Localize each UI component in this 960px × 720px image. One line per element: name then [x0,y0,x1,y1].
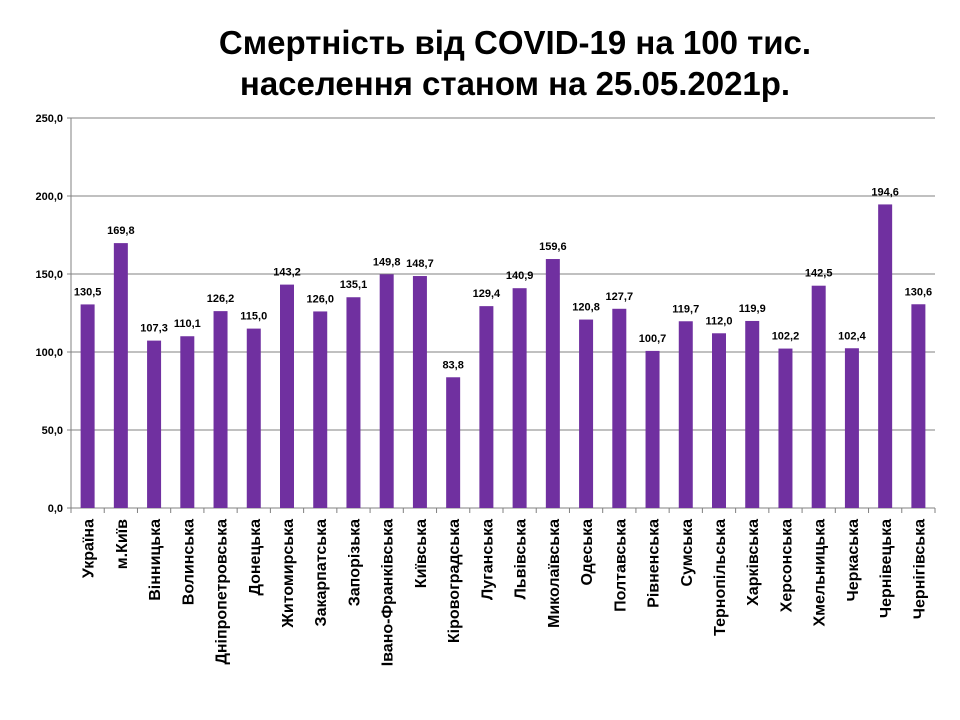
data-label: 119,7 [672,303,699,315]
bar-layer [80,204,926,508]
y-tick-label: 200,0 [35,191,63,203]
y-tick-label: 0,0 [48,503,63,515]
bar [712,333,726,508]
category-label: Кіровоградська [446,519,463,643]
category-label: Тернопільська [712,519,729,636]
y-tick-label: 50,0 [42,425,63,437]
bar [612,308,627,508]
category-label: Івано-Франківська [380,519,397,666]
bar [579,319,594,508]
chart-title: Смертність від COVID-19 на 100 тис. насе… [0,22,960,104]
category-label: Херсонська [778,519,795,612]
bar [113,243,128,508]
data-label: 120,8 [572,302,600,314]
category-label: Донецька [247,519,264,596]
data-label: 115,0 [240,311,267,323]
data-label: 119,9 [739,303,766,315]
data-label: 127,7 [606,291,634,303]
category-label: Миколаївська [546,519,563,628]
bar [147,340,162,508]
category-label: Волинська [180,519,197,605]
data-label: 102,4 [838,330,866,342]
data-label: 126,2 [207,293,235,305]
category-label: Чернівецька [878,519,895,618]
bar [80,304,95,508]
data-label: 169,8 [107,225,135,237]
category-label: Черкаська [845,519,862,602]
category-label: Луганська [479,519,496,600]
bar [246,328,261,508]
y-tick-label: 100,0 [35,347,63,359]
category-label: Львівська [513,519,530,600]
data-label: 100,7 [639,333,667,345]
data-label: 142,5 [805,268,833,280]
category-label: Київська [413,519,430,588]
category-label: Запорізька [346,519,363,606]
data-label: 83,8 [442,359,463,371]
data-label: 148,7 [406,258,434,270]
bar [412,276,427,508]
data-label: 149,8 [373,256,401,268]
data-label: 135,1 [340,279,368,291]
label-layer: 130,5 Україна 169,8 м.Київ 107,3 Вінницька 110… [74,186,932,666]
category-label: Одеська [579,519,596,586]
category-label: Чернігівська [911,519,928,619]
data-label: 159,6 [539,241,567,253]
bar [678,321,693,508]
bar [778,348,793,508]
data-label: 107,3 [140,323,168,335]
bar [545,259,560,508]
bar [844,348,859,508]
bar [446,377,461,508]
bar [379,274,394,508]
y-tick-label: 150,0 [35,269,63,281]
data-label: 194,6 [871,186,899,198]
category-label: Рівненська [646,519,663,608]
bar [911,304,926,508]
bar [811,285,826,508]
bar [512,288,527,508]
data-label: 130,6 [905,286,933,298]
category-label: Житомирська [280,519,297,629]
category-label: Харківська [745,519,762,606]
chart-title-line-2: населення станом на 25.05.2021р. [239,65,791,102]
category-label: Дніпропетровська [214,519,231,665]
data-label: 130,5 [74,286,102,298]
bar [213,311,228,508]
bar [280,284,294,508]
category-label: Вінницька [147,519,164,601]
bar [745,320,760,508]
bar [878,204,893,508]
data-label: 143,2 [273,267,301,279]
chart-title-line-1: Смертність від COVID-19 на 100 тис. [218,24,812,61]
category-label: Полтавська [612,519,629,612]
bar [346,297,361,508]
data-label: 140,9 [506,270,534,282]
category-label: Сумська [679,519,696,587]
y-tick-label: 250,0 [35,113,63,125]
bar [479,306,494,508]
bar [180,336,195,508]
data-label: 126,0 [306,293,334,305]
bar [645,350,660,508]
bar [313,311,328,508]
data-label: 129,4 [473,288,501,300]
data-label: 112,0 [706,315,733,327]
category-label: Україна [81,519,98,578]
data-label: 102,2 [772,331,800,343]
category-label: Закарпатська [313,519,330,627]
category-label: Хмельницька [812,519,829,627]
data-label: 110,1 [174,318,201,330]
category-label: м.Київ [114,519,131,569]
